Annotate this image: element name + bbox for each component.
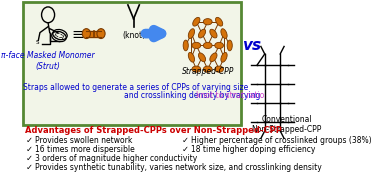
Text: ✓: ✓ bbox=[26, 163, 33, 172]
Ellipse shape bbox=[192, 42, 201, 49]
Ellipse shape bbox=[203, 42, 212, 49]
Ellipse shape bbox=[210, 53, 217, 62]
Text: Conventional
Non-Strapped-CPP: Conventional Non-Strapped-CPP bbox=[251, 115, 322, 134]
Text: $\equiv$: $\equiv$ bbox=[69, 26, 85, 41]
Ellipse shape bbox=[215, 42, 223, 49]
Circle shape bbox=[97, 29, 105, 38]
Ellipse shape bbox=[193, 17, 200, 26]
Text: Provides synthetic tunability, varies network size, and crosslinking density: Provides synthetic tunability, varies ne… bbox=[35, 163, 322, 172]
Text: ✓: ✓ bbox=[26, 154, 33, 163]
Text: 18 time higher doping efficiency: 18 time higher doping efficiency bbox=[191, 145, 315, 154]
Text: Provides swollen network: Provides swollen network bbox=[35, 136, 132, 145]
Text: S: S bbox=[36, 40, 39, 45]
Text: Strapped-CPP: Strapped-CPP bbox=[181, 67, 234, 76]
Text: vs: vs bbox=[242, 38, 261, 53]
Text: knot to strut ratio: knot to strut ratio bbox=[195, 91, 264, 100]
Circle shape bbox=[82, 29, 90, 38]
Ellipse shape bbox=[188, 52, 195, 62]
Text: ✓: ✓ bbox=[182, 136, 189, 145]
Ellipse shape bbox=[203, 66, 212, 72]
Ellipse shape bbox=[198, 53, 206, 62]
Ellipse shape bbox=[198, 29, 206, 38]
Ellipse shape bbox=[221, 29, 227, 38]
Text: and crosslinking density by varying: and crosslinking density by varying bbox=[124, 91, 263, 100]
Text: ✓: ✓ bbox=[182, 145, 189, 154]
Text: (knot): (knot) bbox=[122, 31, 145, 40]
Ellipse shape bbox=[221, 52, 227, 62]
Text: Advantages of Strapped-CPPs over Non-Strapped-CPP: Advantages of Strapped-CPPs over Non-Str… bbox=[25, 126, 282, 136]
Text: 16 times more dispersible: 16 times more dispersible bbox=[35, 145, 135, 154]
FancyBboxPatch shape bbox=[23, 2, 241, 125]
Ellipse shape bbox=[227, 40, 232, 51]
Ellipse shape bbox=[215, 17, 223, 26]
Text: Higher percentage of crosslinked groups (38%): Higher percentage of crosslinked groups … bbox=[191, 136, 371, 145]
Ellipse shape bbox=[192, 66, 201, 72]
Ellipse shape bbox=[188, 29, 195, 38]
Text: Straps allowed to generate a series of CPPs of varying size: Straps allowed to generate a series of C… bbox=[23, 83, 249, 92]
Ellipse shape bbox=[203, 19, 212, 25]
Text: π-face Masked Monomer
(Strut): π-face Masked Monomer (Strut) bbox=[1, 51, 95, 71]
Text: 3 orders of magnitude higher conductivity: 3 orders of magnitude higher conductivit… bbox=[35, 154, 197, 163]
Text: ✓: ✓ bbox=[26, 136, 33, 145]
Ellipse shape bbox=[210, 29, 217, 38]
FancyArrowPatch shape bbox=[146, 30, 161, 37]
Ellipse shape bbox=[183, 40, 188, 51]
Text: ✓: ✓ bbox=[26, 145, 33, 154]
Ellipse shape bbox=[215, 66, 223, 72]
